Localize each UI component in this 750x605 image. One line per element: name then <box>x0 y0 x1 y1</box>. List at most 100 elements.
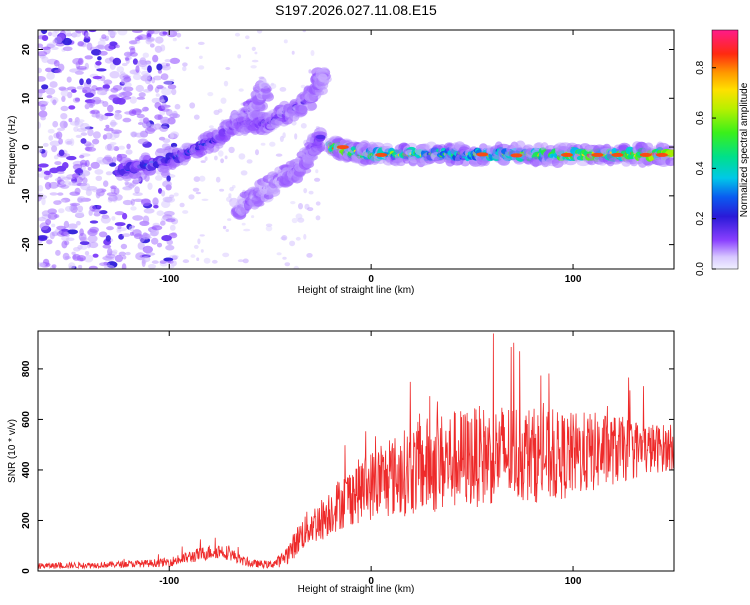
heatmap-cell <box>314 177 321 182</box>
heatmap-cell <box>38 76 46 82</box>
heatmap-cell <box>308 190 314 195</box>
heatmap-cell <box>91 188 103 193</box>
heatmap-cell <box>82 237 88 242</box>
heatmap-cell <box>169 224 176 231</box>
heatmap-cell <box>196 257 200 262</box>
heatmap-cell <box>76 220 81 226</box>
heatmap-cell <box>265 225 273 232</box>
heatmap-cell <box>114 254 123 263</box>
snr-y-tick-label: 400 <box>21 461 32 478</box>
heatmap-cell <box>117 30 128 36</box>
heatmap-cell <box>225 67 231 70</box>
heatmap-cell <box>128 40 138 45</box>
heatmap-cell <box>124 82 132 88</box>
heatmap-cell <box>105 132 113 140</box>
heatmap-cell <box>119 71 126 75</box>
snr-x-axis: -100 0 100 <box>159 331 582 587</box>
heatmap-cell <box>144 77 152 85</box>
heatmap-cell <box>97 40 106 47</box>
heatmap-cell <box>263 85 269 90</box>
heatmap-cell <box>250 65 257 69</box>
heatmap-cell <box>307 207 314 212</box>
heatmap-cell <box>57 192 64 196</box>
heatmap-cell <box>174 103 181 110</box>
heatmap-cell <box>84 92 95 98</box>
heatmap-cell <box>360 158 372 165</box>
heatmap-cell <box>100 114 109 120</box>
heatmap-cell <box>56 225 66 230</box>
heatmap-cell <box>136 113 145 119</box>
snr-y-tick-label: 800 <box>21 360 32 377</box>
heatmap-cell <box>132 58 138 65</box>
heatmap-cell <box>151 225 163 231</box>
heatmap-cell <box>102 244 112 249</box>
heatmap-cell <box>310 50 315 56</box>
heatmap-cell <box>665 157 674 167</box>
heatmap-cell <box>311 141 323 149</box>
heatmap-cell <box>46 239 53 245</box>
heatmap-y-axis: -20 -10 0 10 20 <box>21 44 674 252</box>
heatmap-cell <box>134 186 140 194</box>
heatmap-cell <box>141 236 152 239</box>
heatmap-cell <box>238 88 244 92</box>
heatmap-cell <box>189 102 196 109</box>
heatmap-cell <box>162 196 173 203</box>
colorbar-tick-label: 0.4 <box>695 161 706 175</box>
heatmap-cell <box>241 222 246 226</box>
heatmap-cell <box>159 125 169 132</box>
heatmap-x-axis: -100 0 100 <box>159 30 582 285</box>
heatmap-cell <box>38 173 47 178</box>
heatmap-cell <box>132 215 144 221</box>
snr-x-tick-label: -100 <box>159 576 179 587</box>
heatmap-cell <box>276 252 282 256</box>
heatmap-cell <box>110 185 117 190</box>
heatmap-cells <box>38 30 674 269</box>
heatmap-cell <box>164 59 171 63</box>
heatmap-cell <box>302 30 306 33</box>
heatmap-cell <box>88 265 98 269</box>
heatmap-cell <box>61 95 66 102</box>
heatmap-cell <box>106 226 114 231</box>
heatmap-cell <box>611 152 624 157</box>
heatmap-cell <box>122 212 128 220</box>
heatmap-cell <box>217 108 223 113</box>
heatmap-cell <box>61 240 68 249</box>
heatmap-cell <box>100 216 111 224</box>
heatmap-cell <box>118 145 125 150</box>
heatmap-cell <box>68 262 76 269</box>
heatmap-cell <box>171 232 177 236</box>
heatmap-cell <box>131 131 137 138</box>
heatmap-cell <box>159 260 167 264</box>
heatmap-cell <box>125 57 130 61</box>
heatmap-cell <box>107 30 117 36</box>
heatmap-cell <box>375 152 388 157</box>
heatmap-cell <box>111 129 122 134</box>
heatmap-cell <box>98 231 108 238</box>
heatmap-cell <box>47 31 53 37</box>
heatmap-cell <box>38 90 43 98</box>
heatmap-cell <box>128 225 135 231</box>
heatmap-cell <box>38 235 48 240</box>
snr-x-tick-label: 0 <box>368 576 374 587</box>
heatmap-cell <box>62 46 73 52</box>
heatmap-cell <box>92 138 100 145</box>
heatmap-cell <box>476 152 489 157</box>
heatmap-cell <box>38 121 42 130</box>
heatmap-cell <box>92 253 99 258</box>
colorbar-tick-label: 0.8 <box>695 60 706 74</box>
heatmap-cell <box>73 126 79 132</box>
heatmap-cell <box>160 220 166 226</box>
heatmap-cell <box>132 229 142 237</box>
heatmap-cell <box>145 252 156 256</box>
heatmap-cell <box>86 42 93 51</box>
heatmap-cell <box>162 180 172 188</box>
heatmap-cell <box>54 214 60 219</box>
heatmap-cell <box>499 158 510 166</box>
heatmap-cell <box>295 213 303 220</box>
heatmap-cell <box>92 131 101 139</box>
heatmap-cell <box>109 121 118 126</box>
heatmap-cell <box>116 229 122 233</box>
heatmap-cell <box>133 198 144 202</box>
heatmap-cell <box>54 30 60 34</box>
heatmap-cell <box>220 158 225 164</box>
